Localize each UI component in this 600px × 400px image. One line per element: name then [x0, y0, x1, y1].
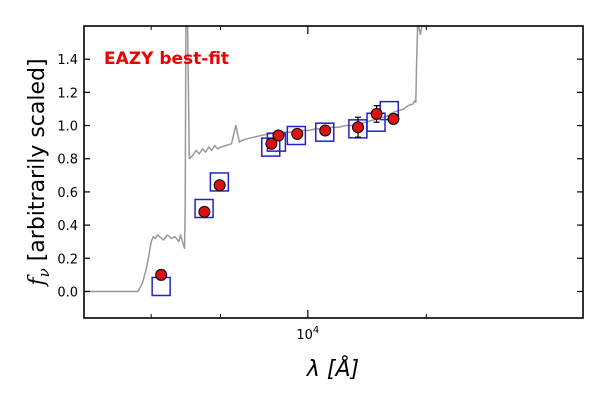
plot-frame [83, 25, 584, 319]
y-tick-label: 1.2 [57, 86, 78, 101]
y-tick-label: 0.4 [57, 219, 78, 234]
x-axis-label: λ [Å] [306, 355, 359, 382]
y-tick-label: 1.0 [57, 120, 78, 135]
y-tick-label: 0.6 [57, 186, 78, 201]
observed-data-point [265, 137, 278, 150]
observed-data-point [291, 127, 304, 140]
model-spectrum-line [84, 26, 427, 293]
observed-data-point [319, 124, 332, 137]
observed-data-point [370, 107, 383, 120]
model-flux-box [315, 122, 335, 142]
y-tick-label: 0.0 [57, 285, 78, 300]
observed-data-point [272, 129, 285, 142]
observed-data-point [352, 121, 365, 134]
observed-data-point [155, 268, 168, 281]
observed-data-point [198, 205, 211, 218]
observed-data-point [387, 112, 400, 125]
y-tick-label: 0.2 [57, 252, 78, 267]
y-tick-label: 1.4 [57, 53, 78, 68]
y-axis-label: fν [arbitrarily scaled] [25, 58, 53, 287]
observed-data-point [213, 179, 226, 192]
y-tick-label: 0.8 [57, 153, 78, 168]
x-tick-label: 104 [296, 325, 319, 343]
chart-annotation: EAZY best-fit [104, 49, 229, 69]
model-flux-box [286, 125, 307, 146]
